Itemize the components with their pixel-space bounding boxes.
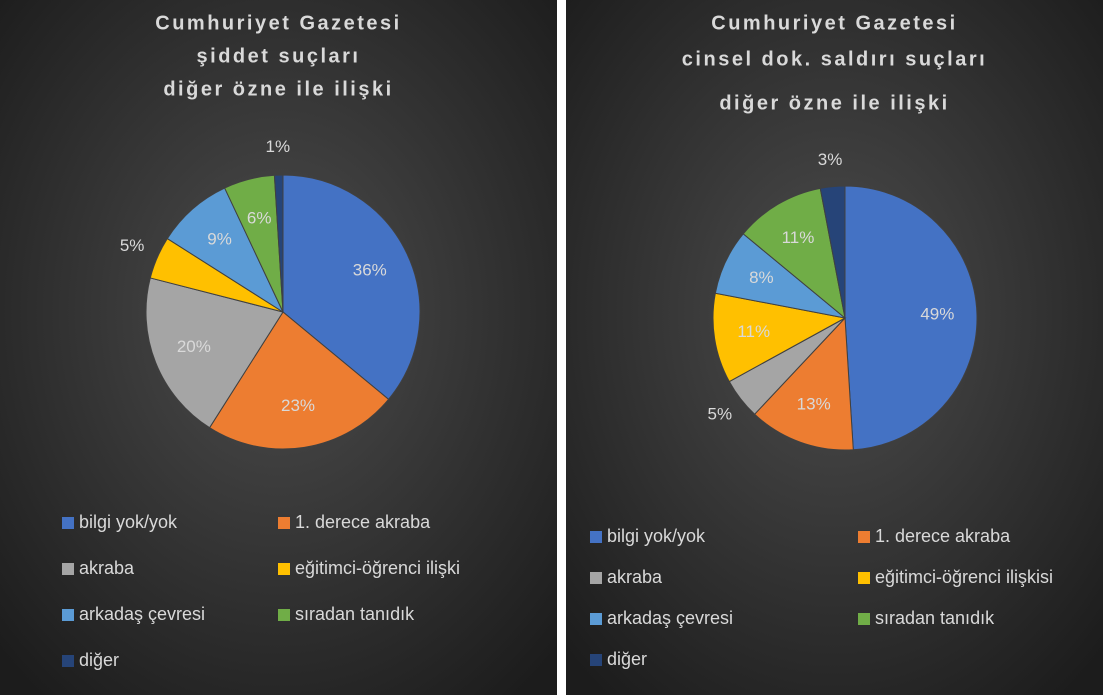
chart-title: şiddet suçları <box>197 45 361 67</box>
pie-slice <box>819 185 846 319</box>
data-label: 5% <box>708 405 733 424</box>
data-label: 36% <box>353 261 387 280</box>
legend-swatch <box>278 517 290 529</box>
data-label: 23% <box>281 396 315 415</box>
legend-swatch <box>62 563 74 575</box>
legend-label: diğer <box>607 649 647 669</box>
legend-label: eğitimci-öğrenci ilişkisi <box>875 567 1053 587</box>
chart-title: Cumhuriyet Gazetesi <box>155 12 401 34</box>
chart-title: cinsel dok. saldırı suçları <box>682 48 987 70</box>
legend-swatch <box>590 572 602 584</box>
legend-label: bilgi yok/yok <box>79 512 178 532</box>
legend-swatch <box>590 613 602 625</box>
pie-slice <box>145 277 284 429</box>
legend-swatch <box>62 517 74 529</box>
legend-label: 1. derece akraba <box>295 512 431 532</box>
pie-slice <box>753 316 854 451</box>
data-label: 3% <box>818 150 843 169</box>
legend-swatch <box>278 563 290 575</box>
legend-label: sıradan tanıdık <box>875 608 995 628</box>
legend-swatch <box>590 654 602 666</box>
data-label: 49% <box>920 305 954 324</box>
chart-title: diğer özne ile ilişki <box>719 92 949 114</box>
pie-slice <box>273 174 284 313</box>
chart-title: Cumhuriyet Gazetesi <box>711 12 957 34</box>
data-label: 9% <box>207 230 232 249</box>
legend-label: diğer <box>79 650 119 670</box>
legend-label: eğitimci-öğrenci ilişki <box>295 558 460 578</box>
legend-label: akraba <box>607 567 663 587</box>
data-label: 6% <box>247 209 272 228</box>
legend-swatch <box>590 531 602 543</box>
legend-label: bilgi yok/yok <box>607 526 706 546</box>
legend-swatch <box>858 572 870 584</box>
pie-slice <box>712 292 847 383</box>
legend-label: sıradan tanıdık <box>295 604 415 624</box>
legend-label: arkadaş çevresi <box>79 604 205 624</box>
legend-swatch <box>278 609 290 621</box>
data-label: 5% <box>120 236 145 255</box>
data-label: 11% <box>782 228 815 247</box>
legend-swatch <box>62 655 74 667</box>
pie-slice <box>844 185 978 451</box>
data-label: 8% <box>749 268 774 287</box>
pie-slice <box>742 187 846 320</box>
legend-label: akraba <box>79 558 135 578</box>
data-label: 1% <box>266 137 291 156</box>
legend-label: 1. derece akraba <box>875 526 1011 546</box>
pie-slice <box>208 311 390 450</box>
legend-swatch <box>62 609 74 621</box>
legend-swatch <box>858 531 870 543</box>
legend-swatch <box>858 613 870 625</box>
data-label: 11% <box>737 322 770 341</box>
legend-label: arkadaş çevresi <box>607 608 733 628</box>
chart-title: diğer özne ile ilişki <box>163 78 393 100</box>
data-label: 20% <box>177 337 211 356</box>
pie-slice <box>282 174 421 401</box>
data-label: 13% <box>797 394 831 413</box>
